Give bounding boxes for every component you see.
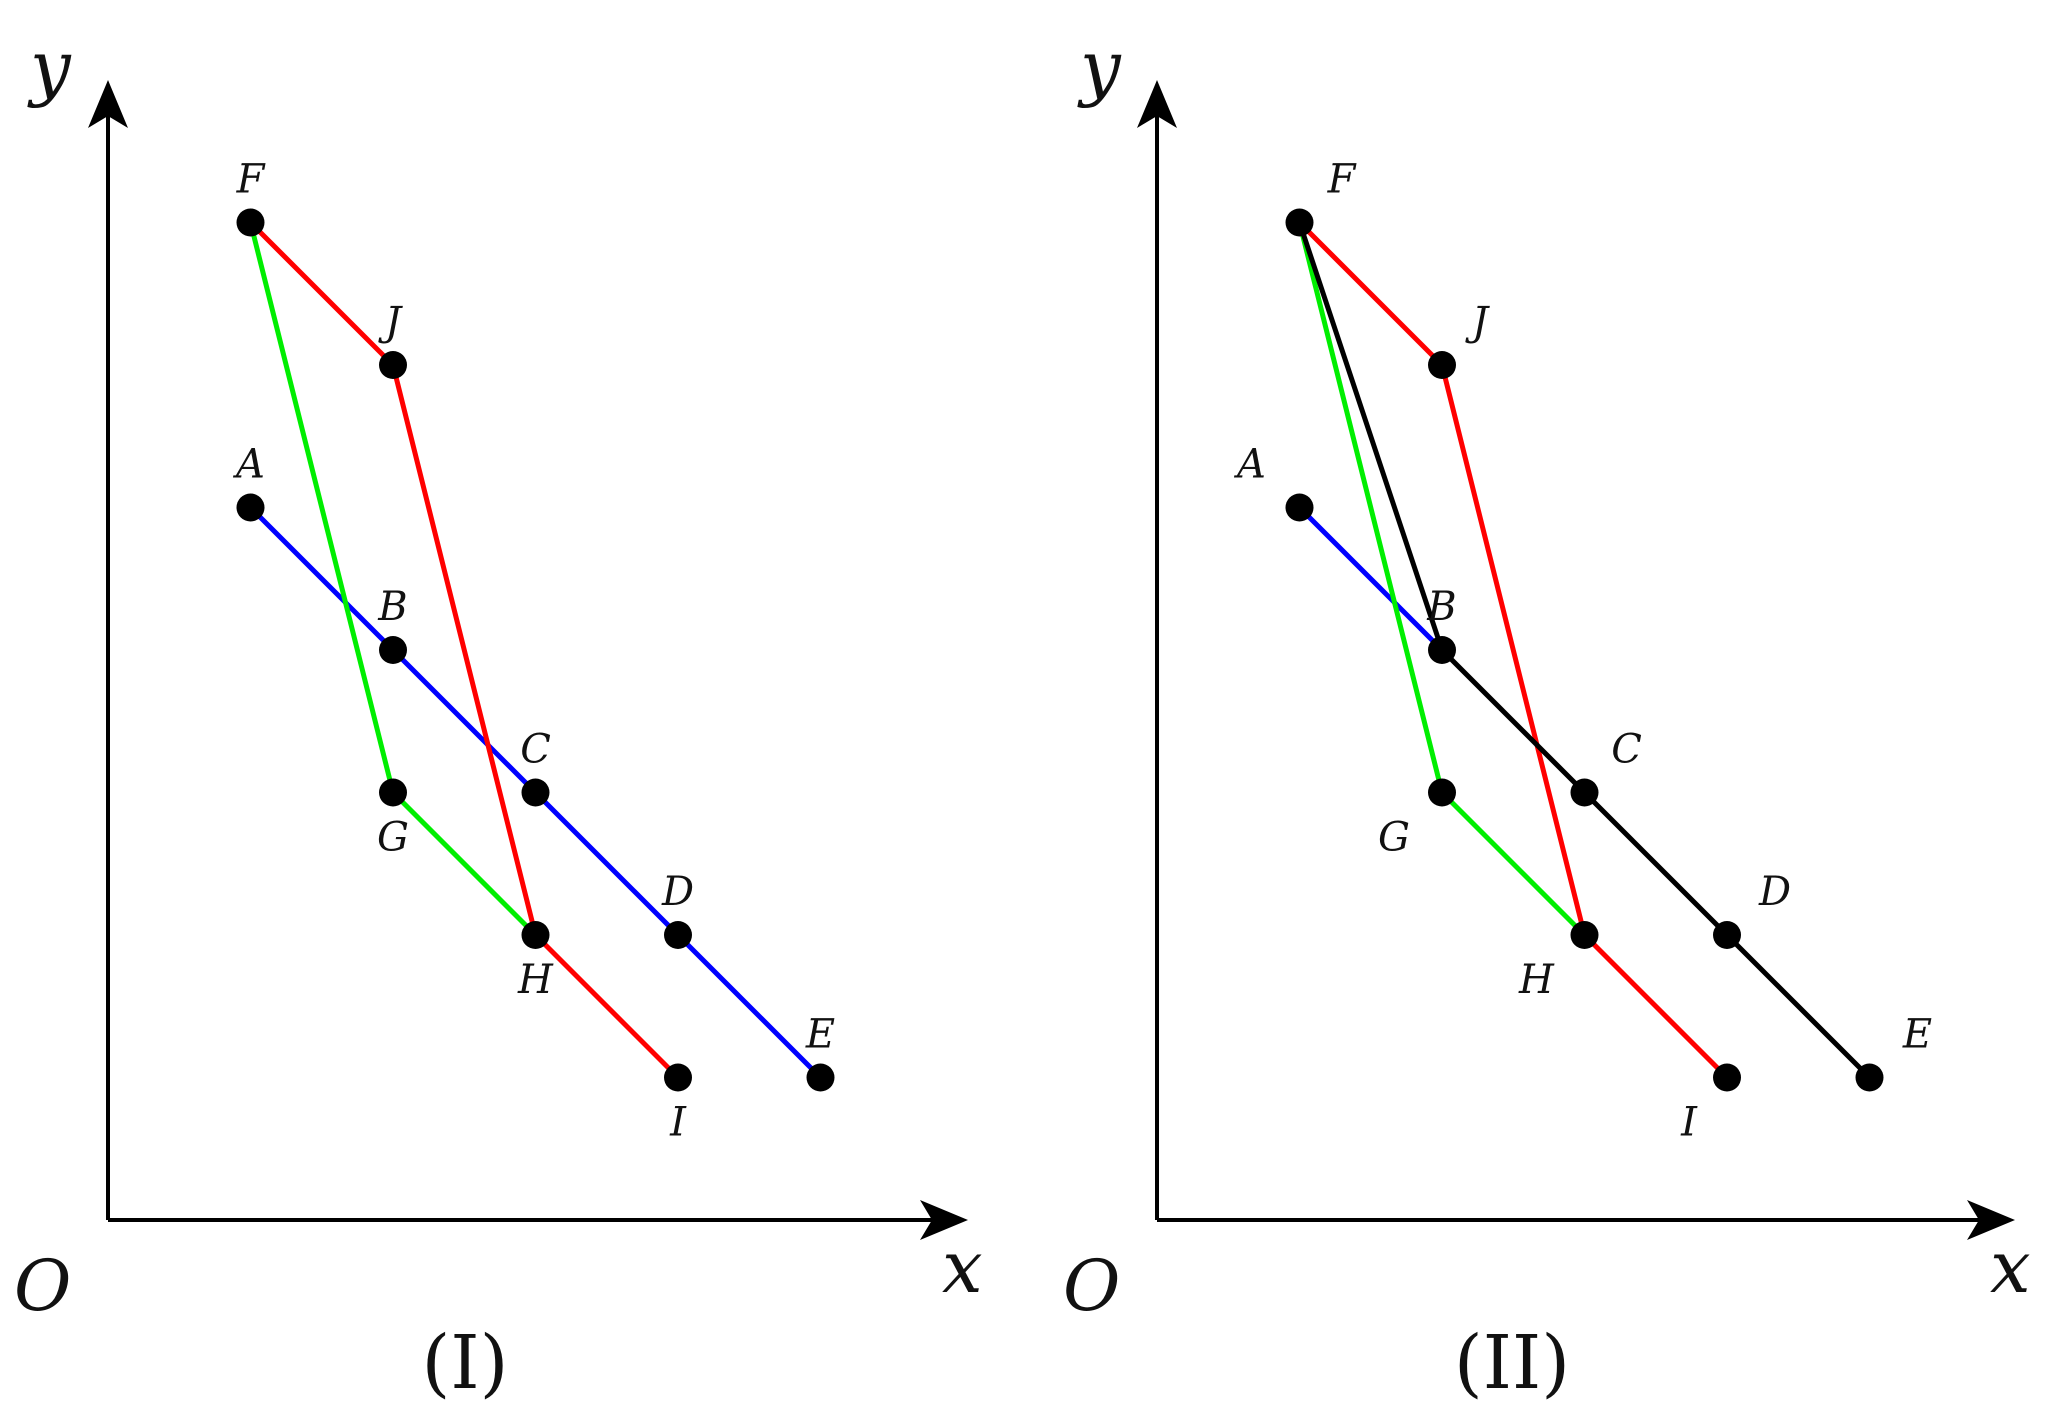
point-label-e: E — [805, 1012, 835, 1058]
point-b — [379, 636, 407, 664]
point-h — [1570, 921, 1599, 949]
x-axis-label: x — [942, 1225, 983, 1309]
point-label-a: A — [1233, 442, 1266, 488]
point-a — [1285, 493, 1314, 522]
point-label-a: A — [232, 442, 265, 488]
y-axis-label: y — [27, 25, 72, 109]
point-label-g: G — [1378, 815, 1410, 861]
x-axis-label: x — [1990, 1225, 2031, 1309]
point-d — [664, 921, 692, 949]
point-label-e: E — [1902, 1012, 1932, 1058]
point-g — [1428, 778, 1456, 807]
point-label-j: J — [378, 299, 403, 345]
panel-one: x y O A B C D E F G H I J (I) — [14, 25, 983, 1406]
point-g — [379, 778, 407, 807]
panel-caption: (II) — [1454, 1320, 1570, 1406]
point-e — [1855, 1063, 1884, 1092]
point-label-i: I — [669, 1100, 687, 1146]
point-group: A B C D E F G H I J — [1233, 157, 1932, 1146]
x-axis-arrowhead — [920, 1200, 968, 1240]
black-path-fbcde — [1297, 220, 1872, 1080]
panel-caption: (I) — [422, 1320, 509, 1406]
y-axis-arrowhead — [1137, 80, 1177, 128]
point-i — [664, 1063, 692, 1092]
point-label-f: F — [236, 157, 266, 203]
y-axis-arrowhead — [88, 80, 128, 128]
point-group: A B C D E F G H I J — [232, 157, 835, 1146]
origin-label: O — [14, 1245, 71, 1327]
point-c — [521, 778, 550, 807]
point-b — [1428, 636, 1456, 664]
point-label-b: B — [377, 584, 407, 630]
path-group — [248, 220, 823, 1080]
panel-two: x y O A B C D E F G H I J (II) — [1063, 25, 2031, 1406]
red-path-fjhi — [1297, 220, 1730, 1080]
point-h — [521, 921, 550, 949]
point-label-h: H — [1518, 957, 1555, 1003]
point-label-c: C — [520, 727, 551, 773]
point-c — [1570, 778, 1599, 807]
point-label-b: B — [1426, 584, 1456, 630]
point-j — [1428, 351, 1456, 379]
point-label-i: I — [1680, 1100, 1698, 1146]
blue-path-ab — [1297, 505, 1445, 653]
point-label-h: H — [517, 957, 554, 1003]
red-path-fjhi — [248, 220, 681, 1080]
y-axis-label: y — [1077, 25, 1122, 109]
point-j — [379, 351, 407, 379]
point-f — [236, 208, 265, 237]
path-group — [1297, 220, 1872, 1080]
x-axis-arrowhead — [1967, 1200, 2015, 1240]
point-label-d: D — [1758, 869, 1791, 915]
point-e — [806, 1063, 835, 1092]
point-a — [236, 493, 265, 522]
point-label-c: C — [1611, 727, 1642, 773]
point-d — [1713, 921, 1741, 949]
point-i — [1713, 1063, 1741, 1092]
point-f — [1285, 208, 1314, 237]
point-label-f: F — [1327, 157, 1357, 203]
origin-label: O — [1063, 1245, 1120, 1327]
point-label-g: G — [377, 815, 409, 861]
point-label-d: D — [661, 869, 694, 915]
green-path-fgh — [1297, 220, 1587, 938]
point-label-j: J — [1465, 299, 1490, 345]
